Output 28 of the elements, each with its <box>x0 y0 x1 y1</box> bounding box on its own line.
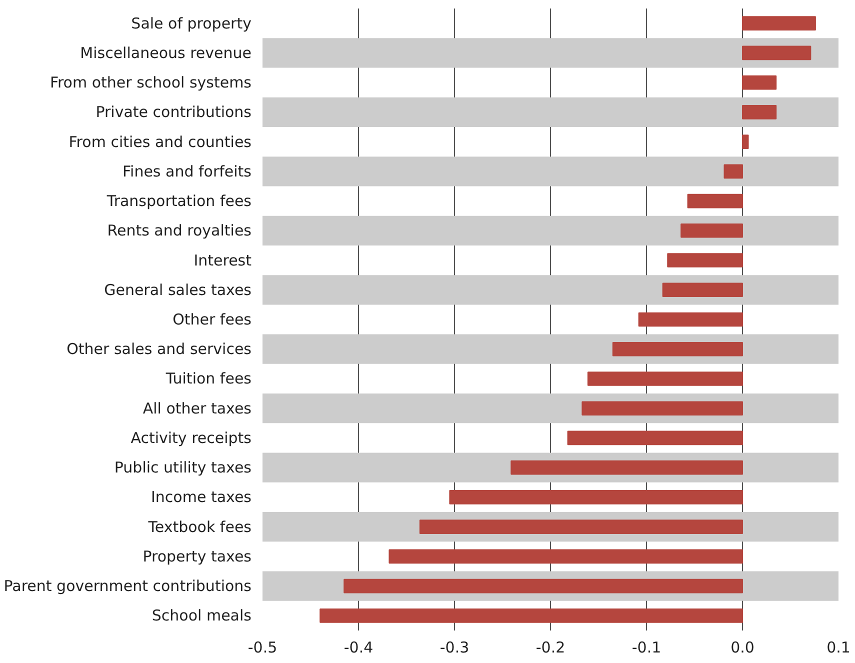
y-tick-label: Interest <box>194 251 252 270</box>
y-tick-label: Transportation fees <box>106 192 252 210</box>
y-tick-label: Sale of property <box>131 14 252 32</box>
y-tick-label: School meals <box>152 606 252 625</box>
y-tick-label: Textbook fees <box>147 518 252 536</box>
x-tick-label: -0.4 <box>344 638 374 656</box>
x-tick-label: -0.2 <box>536 638 566 656</box>
y-tick-label: Private contributions <box>96 103 252 122</box>
y-tick-label: Fines and forfeits <box>122 162 252 180</box>
y-tick-label: Other fees <box>172 310 252 328</box>
y-tick-label: From cities and counties <box>68 132 252 151</box>
x-tick-label: 0.0 <box>730 638 754 656</box>
y-tick-label: Public utility taxes <box>114 458 252 477</box>
y-tick-label: From other school systems <box>50 74 252 92</box>
y-tick-label: Tuition fees <box>164 370 252 388</box>
x-tick-label: -0.1 <box>632 638 662 656</box>
x-tick-label: -0.5 <box>248 638 278 656</box>
y-tick-label: Property taxes <box>142 547 252 566</box>
y-tick-label: Other sales and services <box>66 340 252 358</box>
y-tick-label: Activity receipts <box>130 428 252 447</box>
y-tick-label: All other taxes <box>142 399 252 418</box>
y-tick-label: Parent government contributions <box>4 577 252 596</box>
x-tick-label: 0.1 <box>826 638 850 656</box>
y-tick-label: Income taxes <box>151 488 252 506</box>
y-tick-label: Miscellaneous revenue <box>80 44 252 62</box>
y-tick-label: Rents and royalties <box>107 222 252 240</box>
y-tick-label: General sales taxes <box>104 280 252 299</box>
x-tick-label: -0.3 <box>440 638 470 656</box>
